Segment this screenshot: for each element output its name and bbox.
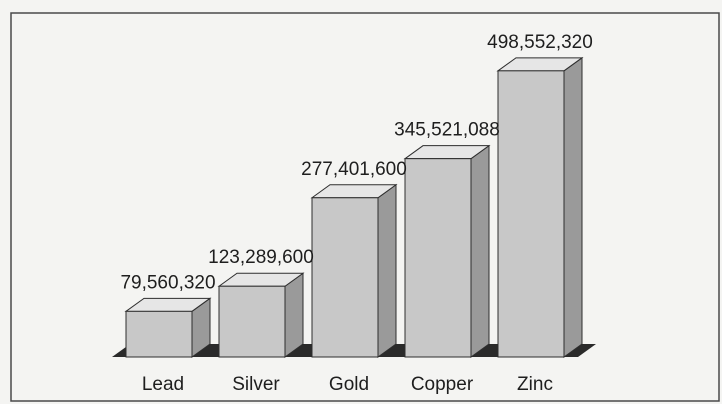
bar-copper [403,144,491,358]
x-tick-label-zinc: Zinc [517,374,553,395]
chart-frame [10,12,720,402]
data-label-lead: 79,560,320 [120,272,215,293]
bar-front [497,70,565,358]
category-label-group: Lead Silver Gold Copper Zinc [142,374,553,395]
bar-side [470,144,490,358]
bar-gold [310,183,398,358]
data-label-silver: 123,289,600 [208,247,314,268]
data-label-copper: 345,521,088 [394,120,500,141]
bar-front [125,310,193,358]
data-label-zinc: 498,552,320 [487,32,593,53]
x-tick-label-copper: Copper [411,374,474,395]
x-tick-label-gold: Gold [329,374,369,395]
bar-lead [124,297,212,358]
x-tick-label-silver: Silver [232,374,280,395]
bar-group [124,56,584,358]
data-label-gold: 277,401,600 [301,159,407,180]
data-label-group: 79,560,320 123,289,600 277,401,600 345,521,… [120,32,592,294]
bar-front [311,197,379,358]
bar-zinc [496,56,584,358]
bar-side [563,56,583,358]
bar-silver [217,272,305,358]
bar-front [218,285,286,358]
x-tick-label-lead: Lead [142,374,184,395]
bar-side [377,183,397,358]
bar-front [404,158,472,358]
bar-side [284,272,304,358]
